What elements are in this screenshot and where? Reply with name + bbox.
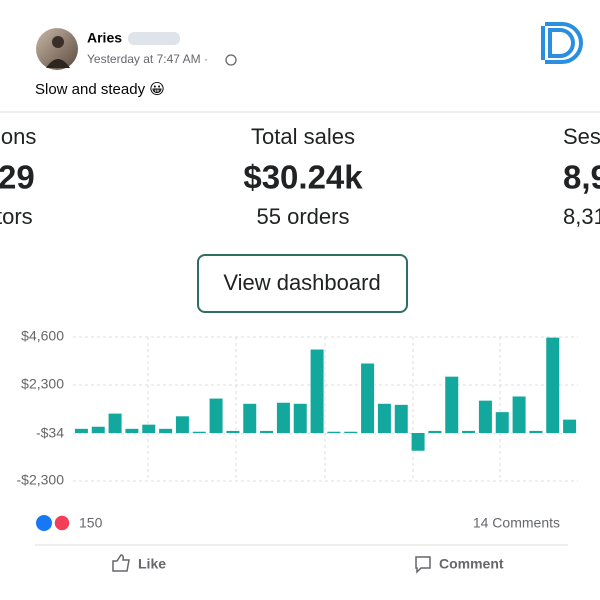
- bar: [108, 413, 122, 433]
- stat-label: Total sales: [251, 124, 355, 149]
- bar: [478, 400, 492, 433]
- love-reaction: [53, 514, 71, 532]
- bar: [276, 402, 290, 433]
- bar: [243, 403, 257, 433]
- avatar[interactable]: [36, 28, 78, 70]
- bar: [394, 404, 408, 433]
- bar: [512, 396, 526, 433]
- bar: [159, 428, 173, 433]
- bar: [344, 431, 358, 433]
- timestamp[interactable]: Yesterday at 7:47 AM ·: [87, 52, 208, 66]
- bar: [293, 403, 307, 433]
- vertical-grid: [147, 337, 501, 481]
- bar: [546, 337, 560, 433]
- bar: [74, 428, 88, 433]
- y-tick-label: $4,600: [21, 328, 64, 344]
- avatar-face: [52, 36, 64, 48]
- dashboard-button[interactable]: [197, 254, 408, 313]
- stat-value: 8,9: [563, 159, 600, 196]
- comment-button[interactable]: Comment: [439, 556, 504, 572]
- post-text: Slow and steady 😀: [35, 81, 165, 98]
- logo: [541, 22, 583, 64]
- comment-icon: [415, 556, 431, 574]
- stat-sub: 8,31: [563, 204, 600, 229]
- stat-label: Ses: [563, 124, 600, 149]
- stat-value: 29: [0, 159, 35, 196]
- privacy-icon: [225, 54, 237, 66]
- bar: [361, 363, 375, 433]
- y-tick-label: -$2,300: [17, 472, 65, 488]
- stat-label: ions: [0, 124, 36, 149]
- y-tick-label: -$34: [36, 424, 64, 440]
- stat-sub: 55 orders: [257, 204, 350, 229]
- bar: [327, 431, 341, 433]
- bar: [142, 424, 156, 433]
- bar: [462, 430, 476, 433]
- bar: [125, 428, 139, 433]
- author[interactable]: Aries: [87, 30, 122, 46]
- bar: [209, 398, 223, 433]
- avatar-body: [46, 59, 70, 68]
- bar: [529, 430, 543, 433]
- bar: [563, 419, 577, 433]
- chart: $4,600 $2,300 -$34 -$2,300: [17, 328, 578, 488]
- bar: [260, 430, 274, 433]
- bar: [411, 433, 425, 451]
- y-tick-label: $2,300: [21, 376, 64, 392]
- bar: [226, 430, 240, 433]
- bar: [377, 403, 391, 433]
- bar: [428, 430, 442, 433]
- like-button[interactable]: Like: [138, 556, 166, 572]
- bar: [192, 431, 206, 433]
- bar: [310, 349, 324, 433]
- bar: [445, 376, 459, 433]
- bar: [175, 416, 189, 433]
- stat-sub: tors: [0, 204, 33, 229]
- button-label[interactable]: View dashboard: [223, 270, 380, 295]
- bar: [91, 426, 105, 433]
- stat-value: $30.24k: [243, 159, 363, 196]
- reaction-count[interactable]: 150: [79, 515, 103, 531]
- like-reaction: [36, 515, 52, 531]
- like-icon: [112, 554, 130, 572]
- bar: [495, 412, 509, 433]
- blurred-name: [128, 32, 180, 45]
- comment-count[interactable]: 14 Comments: [473, 515, 560, 531]
